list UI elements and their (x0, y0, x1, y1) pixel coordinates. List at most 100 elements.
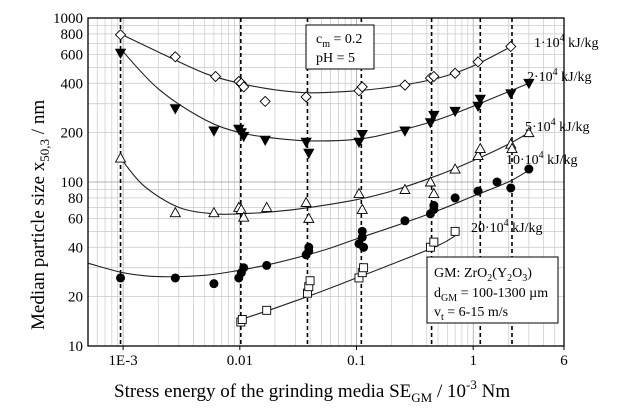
y-tick-label: 200 (61, 126, 84, 142)
x-tick-label: 0.01 (227, 353, 253, 369)
point-series-5 (359, 263, 369, 273)
point-series-4 (506, 183, 516, 193)
point-series-3 (424, 176, 437, 187)
point-series-4 (239, 263, 249, 273)
point-series-5 (237, 315, 247, 324)
point-series-2 (259, 135, 271, 146)
point-series-3 (169, 206, 182, 218)
point-series-1 (449, 67, 461, 79)
point-series-3 (523, 126, 535, 138)
point-series-4 (492, 177, 502, 187)
point-series-4 (429, 200, 439, 210)
point-series-2 (169, 104, 181, 115)
y-tick-label: 800 (61, 27, 84, 43)
point-series-3 (356, 203, 369, 214)
point-series-3 (303, 212, 315, 223)
point-series-3 (449, 163, 461, 174)
point-series-2 (303, 148, 315, 159)
fit-curve-3 (120, 132, 530, 215)
point-series-3 (300, 196, 312, 207)
params-ph: pH = 5 (316, 51, 355, 66)
point-series-3 (208, 206, 220, 218)
point-series-5 (429, 237, 439, 247)
y-tick-label: 20 (68, 290, 83, 306)
point-series-3 (237, 211, 250, 222)
point-series-4 (524, 164, 534, 174)
series-label-4: 10·104 kJ/kg (506, 150, 578, 168)
point-series-5 (305, 276, 315, 286)
params-box (305, 24, 375, 70)
point-series-1 (356, 81, 368, 93)
x-tick-label: 1 (469, 353, 477, 369)
point-series-3 (353, 187, 365, 199)
point-series-3 (260, 201, 273, 212)
point-series-3 (114, 152, 127, 163)
series-label-2: 2·104 kJ/kg (527, 67, 592, 85)
series-label-1: 1·104 kJ/kg (534, 33, 599, 51)
point-series-1 (114, 29, 127, 41)
x-tick-label: 6 (560, 353, 568, 369)
point-series-1 (209, 70, 222, 83)
y-tick-label: 10 (68, 339, 83, 355)
point-series-3 (506, 142, 518, 153)
point-series-3 (472, 149, 484, 160)
y-tick-label: 60 (68, 211, 83, 227)
point-series-1 (238, 81, 250, 93)
gm-material: GM: ZrO2(Y2O3) (434, 266, 532, 284)
point-series-2 (424, 118, 437, 129)
x-axis-label: Stress energy of the grinding media SEGM… (114, 377, 510, 405)
point-series-3 (399, 183, 411, 194)
point-series-1 (399, 79, 411, 91)
y-axis-label: Median particle size x50,3 / nm (28, 100, 52, 330)
point-series-1 (428, 70, 440, 83)
point-series-4 (170, 273, 180, 283)
point-series-5 (450, 226, 460, 236)
x-tick-label: 0.1 (347, 353, 366, 369)
params-cm: cm = 0.2 (316, 32, 362, 50)
point-series-4 (400, 216, 410, 226)
gm-velocity: vt = 6-15 m/s (434, 305, 508, 323)
x-tick-labels: 1E-3 0.01 0.1 1 6 (109, 346, 568, 369)
point-series-2 (472, 101, 484, 112)
y-tick-label: 80 (68, 191, 83, 207)
point-series-4 (304, 242, 314, 252)
point-series-2 (300, 137, 312, 148)
point-series-4 (357, 226, 367, 236)
y-tick-label: 40 (68, 240, 83, 256)
series-label-5: 20·104 kJ/kg (471, 218, 543, 236)
point-series-1 (169, 51, 181, 63)
point-series-1 (300, 91, 312, 103)
point-series-2 (356, 130, 368, 141)
point-series-4 (116, 273, 126, 283)
y-tick-label: 400 (61, 76, 84, 92)
y-tick-label: 1000 (53, 11, 83, 27)
point-series-4 (450, 193, 460, 203)
point-series-2 (399, 126, 411, 137)
data-points (114, 29, 535, 327)
point-series-2 (523, 78, 535, 90)
point-series-3 (474, 142, 487, 153)
point-series-2 (428, 110, 440, 122)
y-tick-label: 100 (61, 175, 84, 191)
gm-diameter: dGM = 100-1300 µm (434, 286, 548, 304)
fit-curve-1 (120, 33, 514, 94)
point-series-1 (259, 95, 271, 108)
plot-frame (87, 17, 565, 347)
point-series-3 (235, 203, 248, 214)
y-tick-label: 600 (61, 47, 84, 63)
point-series-2 (353, 137, 365, 148)
point-series-5 (262, 305, 272, 315)
point-series-1 (505, 40, 517, 53)
fit-curve-4 (87, 169, 530, 278)
fit-curve-5 (240, 235, 456, 321)
point-series-2 (238, 131, 250, 143)
point-series-2 (474, 94, 486, 105)
point-series-4 (359, 242, 369, 252)
gm-box (426, 256, 559, 324)
point-series-2 (208, 126, 220, 137)
point-series-2 (114, 48, 127, 60)
point-series-4 (209, 279, 219, 289)
point-series-1 (472, 56, 484, 68)
